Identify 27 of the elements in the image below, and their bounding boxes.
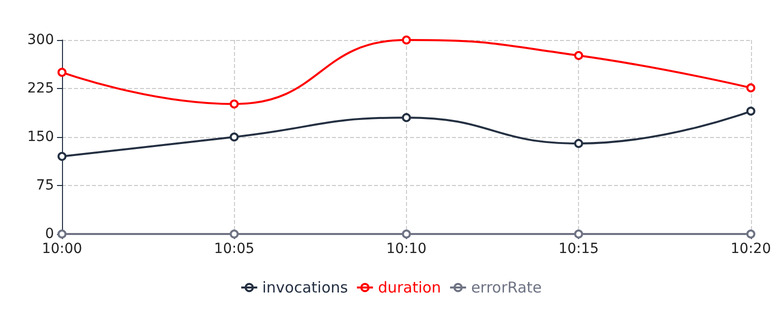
point: [746, 230, 756, 238]
y-tick-label: 0: [45, 226, 54, 242]
x-tick-label: 10:00: [42, 241, 82, 257]
y-tick-label: 300: [27, 32, 54, 48]
point: [402, 36, 411, 44]
point: [746, 83, 756, 92]
point: [574, 51, 584, 60]
point: [230, 230, 239, 238]
legend-label: errorRate: [471, 278, 542, 296]
x-tick-label: 10:10: [386, 241, 427, 257]
point: [402, 113, 411, 122]
legend-label: duration: [378, 278, 442, 296]
point: [574, 230, 584, 238]
point: [58, 152, 66, 161]
y-tick-label: 225: [27, 80, 54, 96]
point: [230, 132, 239, 142]
point: [402, 230, 411, 238]
x-tick-label: 10:05: [214, 241, 254, 257]
point: [230, 100, 239, 109]
point: [574, 138, 584, 148]
y-tick-label: 150: [27, 129, 54, 145]
x-tick-label: 10:15: [558, 241, 599, 257]
point: [58, 68, 66, 77]
y-tick-label: 75: [36, 178, 54, 194]
point: [746, 106, 756, 116]
x-tick-label: 10:20: [730, 241, 772, 257]
legend-label: invocations: [262, 278, 348, 296]
